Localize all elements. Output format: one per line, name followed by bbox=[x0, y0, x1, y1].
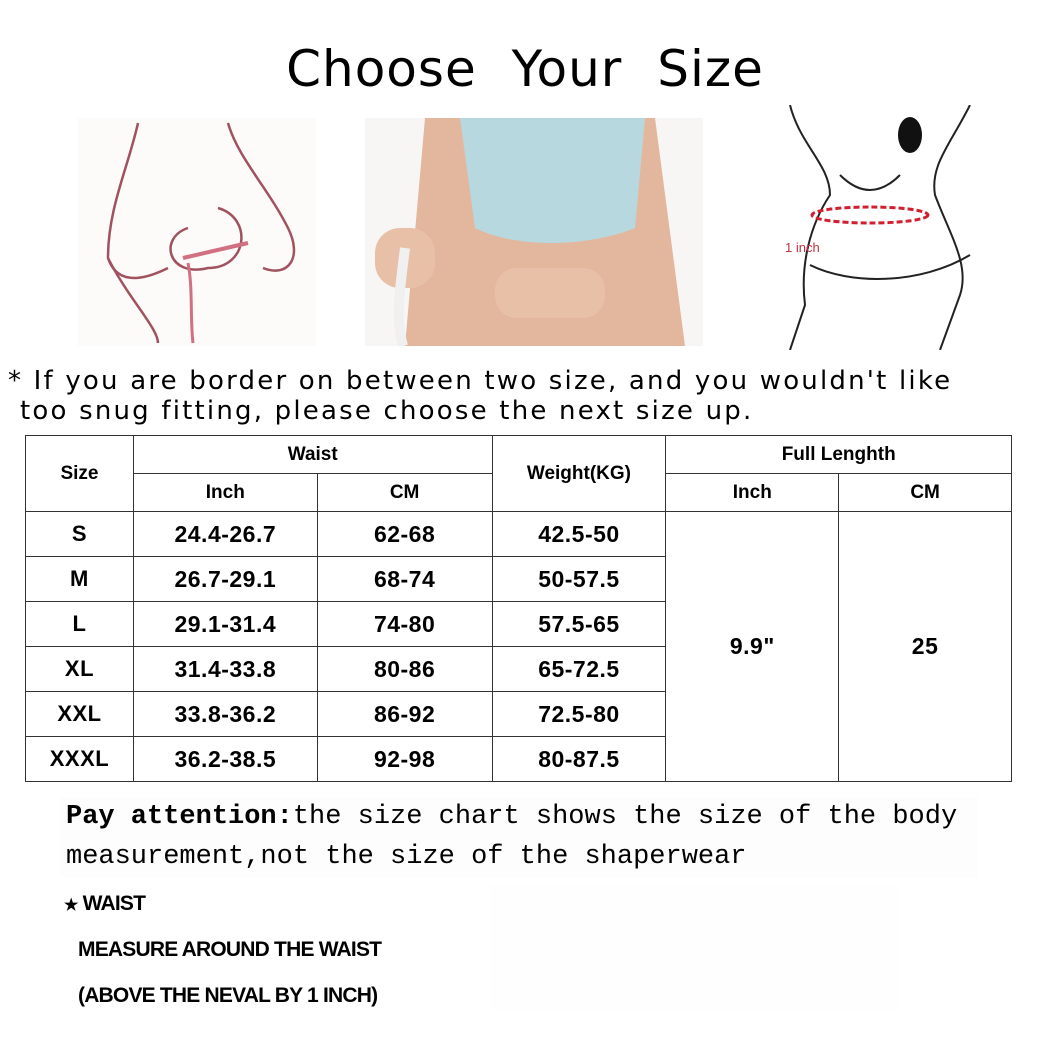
weight-cell: 42.5-50 bbox=[491, 511, 667, 557]
weight-cell: 80-87.5 bbox=[491, 736, 667, 782]
blank-panel bbox=[490, 885, 900, 1010]
bust-measuring-illustration bbox=[78, 118, 316, 346]
full-length-cm-cell: 25 bbox=[838, 511, 1012, 782]
waist-cm-cell: 68-74 bbox=[316, 556, 493, 602]
attention-note: Pay attention:the size chart shows the s… bbox=[60, 797, 978, 877]
waist-inch-cell: 26.7-29.1 bbox=[132, 556, 318, 602]
full-length-inch-cell: 9.9" bbox=[665, 511, 840, 782]
header-weight: Weight(KG) bbox=[491, 435, 667, 512]
waist-instruction-line1: MEASURE AROUND THE WAIST bbox=[78, 938, 382, 961]
weight-cell: 50-57.5 bbox=[491, 556, 667, 602]
header-full-length: Full Lenghth bbox=[665, 435, 1012, 474]
attention-text-1: the size chart shows the size of the bod… bbox=[292, 802, 958, 832]
sizing-note-line1: * If you are border on between two size,… bbox=[8, 366, 953, 396]
waist-cm-cell: 92-98 bbox=[316, 736, 493, 782]
size-cell: S bbox=[25, 511, 134, 557]
header-size: Size bbox=[25, 435, 134, 512]
waist-instructions: ★ WAIST MEASURE AROUND THE WAIST (ABOVE … bbox=[62, 880, 432, 1020]
size-cell: XXL bbox=[25, 691, 134, 737]
waist-inch-cell: 36.2-38.5 bbox=[132, 736, 318, 782]
size-chart-table: Size Waist Weight(KG) Full Lenghth Inch … bbox=[25, 435, 1012, 782]
attention-label: Pay attention: bbox=[66, 802, 293, 832]
waist-sketch-illustration: 1 inch bbox=[770, 105, 985, 350]
header-waist-inch: Inch bbox=[132, 473, 318, 512]
header-length-inch: Inch bbox=[665, 473, 840, 512]
header-waist-cm: CM bbox=[316, 473, 493, 512]
waist-instruction-line2: (ABOVE THE NEVAL BY 1 INCH) bbox=[78, 984, 378, 1007]
size-cell: XL bbox=[25, 646, 134, 692]
waist-cm-cell: 86-92 bbox=[316, 691, 493, 737]
table-row: XXXL 36.2-38.5 92-98 80-87.5 bbox=[25, 736, 1012, 782]
size-cell: XXXL bbox=[25, 736, 134, 782]
attention-text-2: measurement,not the size of the shaperwe… bbox=[66, 842, 747, 872]
waist-cm-cell: 74-80 bbox=[316, 601, 493, 647]
table-header-row: Size Waist Weight(KG) Full Lenghth bbox=[25, 435, 1012, 512]
sizing-note-line2: too snug fitting, please choose the next… bbox=[20, 396, 754, 426]
waist-cm-cell: 62-68 bbox=[316, 511, 493, 557]
weight-cell: 65-72.5 bbox=[491, 646, 667, 692]
header-waist: Waist bbox=[132, 435, 493, 474]
waist-cm-cell: 80-86 bbox=[316, 646, 493, 692]
waist-inch-cell: 33.8-36.2 bbox=[132, 691, 318, 737]
size-cell: L bbox=[25, 601, 134, 647]
waist-heading: WAIST bbox=[82, 892, 146, 915]
waist-inch-cell: 31.4-33.8 bbox=[132, 646, 318, 692]
waist-inch-cell: 24.4-26.7 bbox=[132, 511, 318, 557]
star-icon: ★ bbox=[64, 897, 78, 914]
size-cell: M bbox=[25, 556, 134, 602]
page-title: Choose Your Size bbox=[286, 40, 764, 98]
table-row: S 24.4-26.7 62-68 42.5-50 9.9" 25 bbox=[25, 511, 1012, 782]
weight-cell: 57.5-65 bbox=[491, 601, 667, 647]
header-length-cm: CM bbox=[838, 473, 1012, 512]
waist-measuring-photo bbox=[365, 118, 703, 346]
table-row: XL 31.4-33.8 80-86 65-72.5 bbox=[25, 646, 1012, 692]
weight-cell: 72.5-80 bbox=[491, 691, 667, 737]
waist-inch-cell: 29.1-31.4 bbox=[132, 601, 318, 647]
one-inch-label: 1 inch bbox=[785, 240, 820, 255]
table-subheader-row: Inch CM Inch CM bbox=[26, 473, 1012, 512]
table-row: L 29.1-31.4 74-80 57.5-65 bbox=[25, 601, 1012, 647]
